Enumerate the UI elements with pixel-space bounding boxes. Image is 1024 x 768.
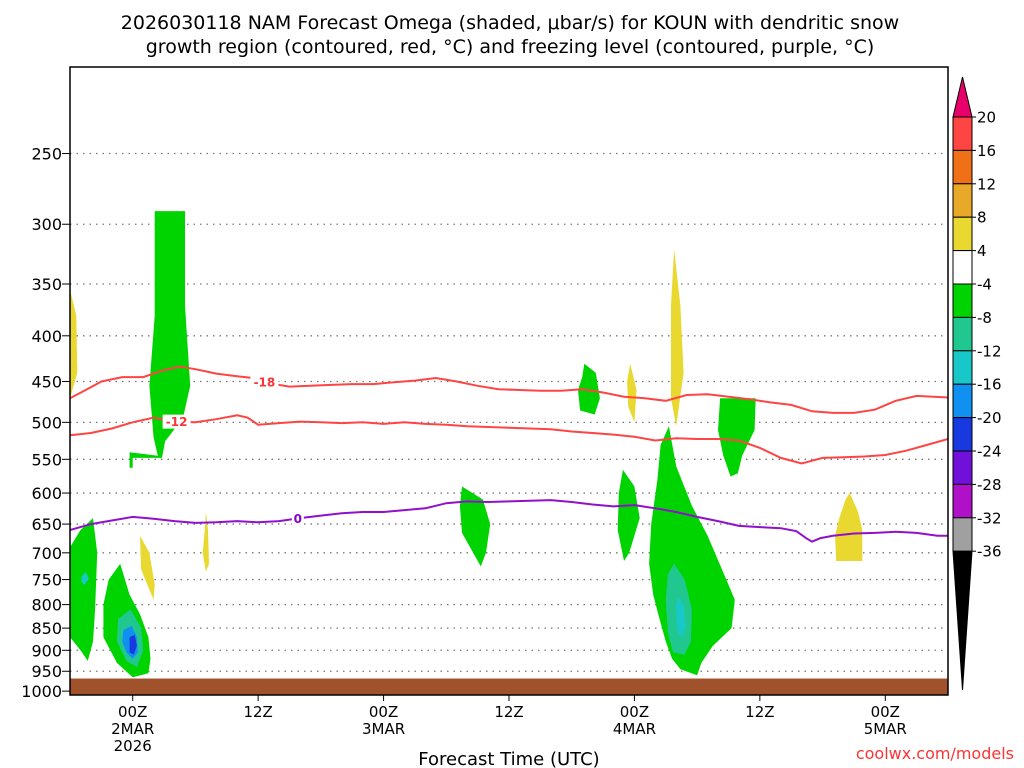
y-tick-label-300: 300 [31, 215, 62, 234]
colorbar-segment-13 [952, 517, 973, 552]
x-tick-label-72-1: 00Z [871, 703, 900, 721]
colorbar-segment-2 [952, 149, 973, 185]
contour-layer: -18 -12 0 [70, 365, 948, 543]
omega-region-12 [578, 363, 600, 415]
contour-minus18-label-bg [250, 374, 279, 389]
y-tick-label-1000: 1000 [21, 682, 62, 701]
contour-minus18-label: -18 [254, 375, 276, 389]
y-tick-label-350: 350 [31, 275, 62, 294]
chart-title-line1: 2026030118 NAM Forecast Omega (shaded, μ… [121, 12, 899, 34]
colorbar-label-6: -4 [977, 276, 992, 294]
colorbar-segment-1 [952, 116, 973, 151]
colorbar-segment-6 [952, 283, 973, 318]
y-tick-label-850: 850 [31, 619, 62, 638]
colorbar-segment-7 [952, 316, 973, 352]
colorbar-label-1: 20 [977, 109, 996, 127]
y-tick-label-800: 800 [31, 596, 62, 615]
colorbar-label-9: -16 [977, 376, 1002, 394]
y-tick-label-250: 250 [31, 145, 62, 164]
y-tick-label-500: 500 [31, 413, 62, 432]
contour-minus12-label-bg [162, 414, 191, 429]
colorbar-label-10: -20 [977, 409, 1002, 427]
chart-title-line2: growth region (contoured, red, °C) and f… [146, 36, 875, 58]
colorbar-segment-5 [952, 250, 973, 285]
x-axis-label: Forecast Time (UTC) [418, 749, 599, 768]
colorbar-segment-4 [952, 216, 973, 252]
x-tick-label-12-1: 12Z [243, 703, 272, 721]
omega-shading-layer [70, 211, 863, 678]
y-tick-label-550: 550 [31, 450, 62, 469]
colorbar: 20 16 12 8 4 -4 -8 -12 -16 -20 -24 -28 -32 -36 [952, 76, 1002, 691]
colorbar-label-12: -28 [977, 476, 1002, 494]
omega-region-13 [627, 363, 637, 423]
omega-region-7 [129, 634, 137, 655]
omega-region-14 [617, 469, 640, 561]
omega-region-19 [718, 398, 756, 477]
credit-text: coolwx.com/models [856, 744, 1014, 763]
x-tick-label-60-1: 12Z [745, 703, 774, 721]
x-tick-label-48-1: 00Z [620, 703, 649, 721]
x-tick-label-48-2: 4MAR [613, 720, 656, 738]
colorbar-label-8: -12 [977, 342, 1002, 360]
y-tick-label-750: 750 [31, 571, 62, 590]
omega-region-8 [140, 535, 155, 600]
colorbar-label-14: -36 [977, 543, 1002, 561]
colorbar-label-7: -8 [977, 309, 992, 327]
contour-0-label: 0 [294, 512, 302, 526]
contour-minus18 [70, 365, 948, 414]
colorbar-segment-12 [952, 483, 973, 519]
y-tick-label-650: 650 [31, 515, 62, 534]
x-tick-label-0-1: 00Z [118, 703, 147, 721]
omega-region-9 [129, 211, 191, 468]
colorbar-segment-9 [952, 383, 973, 419]
colorbar-segment-3 [952, 183, 973, 218]
colorbar-label-2: 16 [977, 142, 996, 160]
ground-surface [70, 678, 948, 695]
colorbar-top-arrow [952, 76, 973, 118]
y-axis: 250 300 350 400 450 500 550 600 650 700 750 800 850 9… [21, 145, 70, 701]
omega-region-10 [202, 512, 209, 572]
contour-0-label-bg [291, 511, 304, 526]
colorbar-segment-11 [952, 450, 973, 485]
colorbar-label-5: 4 [977, 242, 987, 260]
contour-minus12 [70, 414, 948, 465]
colorbar-segment-8 [952, 350, 973, 385]
contour-0 [70, 499, 948, 543]
y-tick-label-400: 400 [31, 327, 62, 346]
x-tick-label-72-2: 5MAR [864, 720, 907, 738]
omega-region-20 [835, 493, 863, 561]
x-tick-label-24-1: 00Z [369, 703, 398, 721]
colorbar-label-4: 8 [977, 209, 987, 227]
colorbar-label-13: -32 [977, 509, 1002, 527]
y-tick-label-950: 950 [31, 662, 62, 681]
omega-region-1 [70, 289, 78, 399]
colorbar-segment-10 [952, 417, 973, 452]
colorbar-bottom-arrow [952, 550, 973, 691]
plot-area [70, 67, 948, 695]
omega-region-3 [81, 571, 89, 585]
omega-region-2 [70, 518, 98, 661]
omega-region-11 [459, 486, 491, 567]
x-tick-label-36-1: 12Z [494, 703, 523, 721]
x-tick-label-0-3: 2026 [114, 737, 152, 755]
y-tick-label-450: 450 [31, 372, 62, 391]
contour-minus12-label: -12 [166, 415, 188, 429]
omega-region-18 [676, 597, 686, 638]
y-tick-label-700: 700 [31, 544, 62, 563]
colorbar-label-11: -24 [977, 443, 1002, 461]
y-tick-label-600: 600 [31, 484, 62, 503]
x-tick-label-0-2: 2MAR [111, 720, 154, 738]
omega-region-15 [671, 249, 684, 427]
y-tick-label-900: 900 [31, 641, 62, 660]
colorbar-label-3: 12 [977, 175, 996, 193]
x-tick-label-24-2: 3MAR [362, 720, 405, 738]
